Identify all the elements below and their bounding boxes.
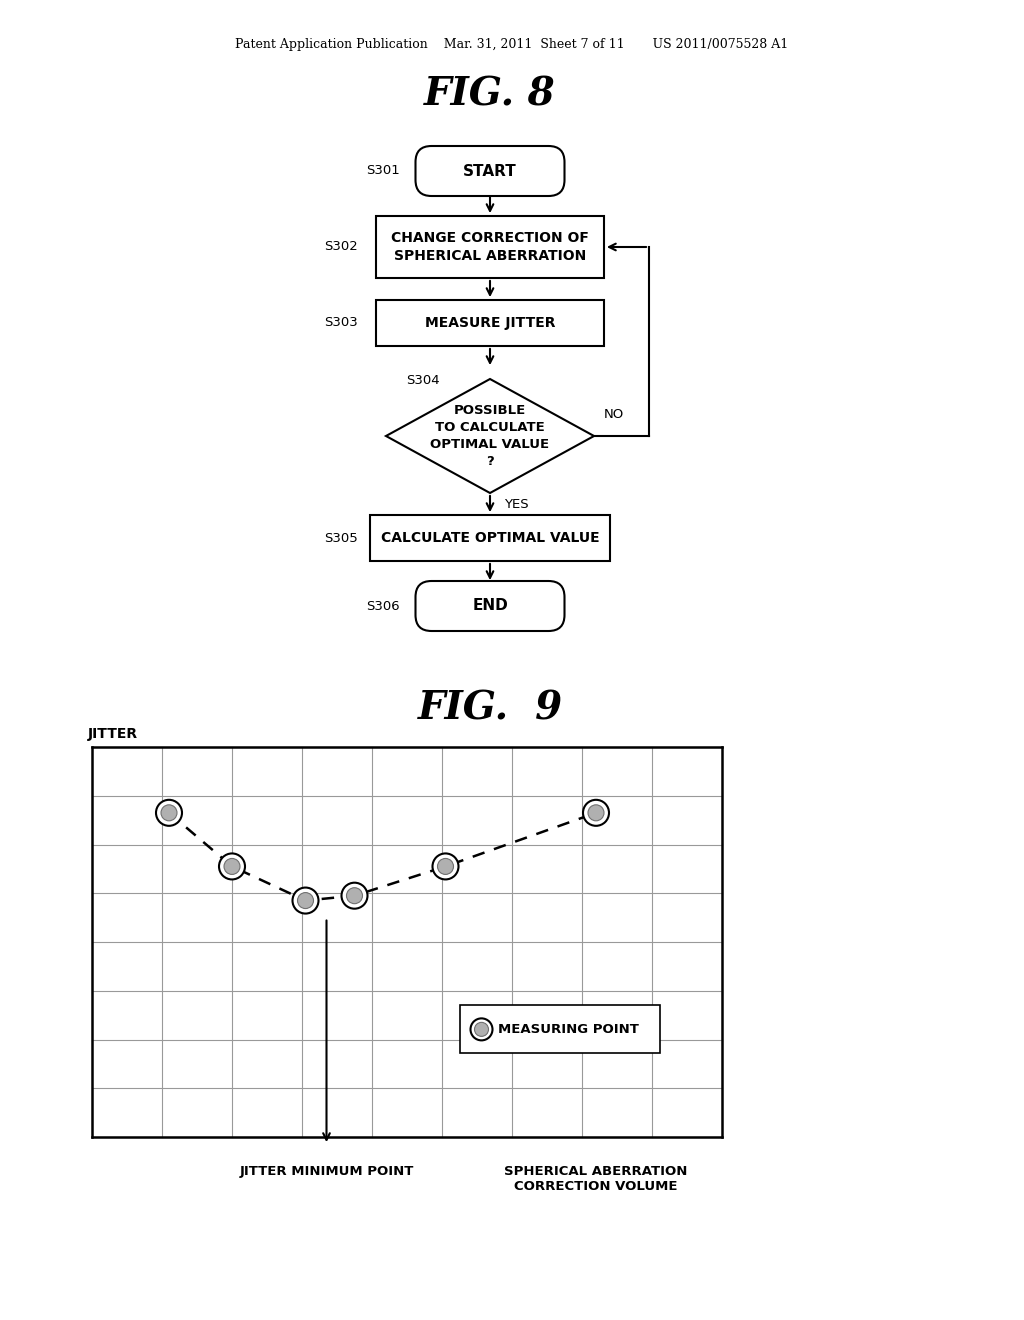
Polygon shape [386, 379, 594, 492]
Circle shape [432, 854, 459, 879]
Text: YES: YES [504, 498, 528, 511]
FancyBboxPatch shape [416, 147, 564, 195]
Text: NO: NO [604, 408, 625, 421]
Text: SPHERICAL ABERRATION
CORRECTION VOLUME: SPHERICAL ABERRATION CORRECTION VOLUME [504, 1166, 688, 1193]
Text: CHANGE CORRECTION OF
SPHERICAL ABERRATION: CHANGE CORRECTION OF SPHERICAL ABERRATIO… [391, 231, 589, 263]
Circle shape [346, 887, 362, 904]
Bar [460, 1006, 659, 1053]
Text: MEASURING POINT: MEASURING POINT [499, 1023, 639, 1036]
Circle shape [474, 1023, 488, 1036]
Text: S301: S301 [366, 165, 399, 177]
Text: S305: S305 [325, 532, 358, 544]
Circle shape [298, 892, 313, 908]
Circle shape [161, 805, 177, 821]
Bar [376, 216, 604, 279]
Circle shape [588, 805, 604, 821]
Text: S303: S303 [325, 317, 358, 330]
Bar [370, 515, 610, 561]
Circle shape [470, 1018, 493, 1040]
Text: S304: S304 [407, 374, 440, 387]
Circle shape [156, 800, 182, 826]
Text: START: START [463, 164, 517, 178]
Text: FIG.  9: FIG. 9 [418, 689, 562, 727]
Circle shape [341, 883, 368, 908]
Text: FIG. 8: FIG. 8 [424, 75, 556, 114]
Bar [376, 300, 604, 346]
Text: S302: S302 [325, 240, 358, 253]
Circle shape [224, 858, 240, 874]
Text: MEASURE JITTER: MEASURE JITTER [425, 315, 555, 330]
Text: JITTER MINIMUM POINT: JITTER MINIMUM POINT [240, 1166, 414, 1177]
Text: JITTER: JITTER [88, 727, 138, 741]
Text: END: END [472, 598, 508, 614]
Circle shape [293, 887, 318, 913]
FancyBboxPatch shape [416, 581, 564, 631]
Circle shape [219, 854, 245, 879]
Text: CALCULATE OPTIMAL VALUE: CALCULATE OPTIMAL VALUE [381, 531, 599, 545]
Circle shape [437, 858, 454, 874]
Circle shape [583, 800, 609, 826]
Text: Patent Application Publication    Mar. 31, 2011  Sheet 7 of 11       US 2011/007: Patent Application Publication Mar. 31, … [236, 38, 788, 51]
Text: POSSIBLE
TO CALCULATE
OPTIMAL VALUE
?: POSSIBLE TO CALCULATE OPTIMAL VALUE ? [430, 404, 550, 469]
Text: S306: S306 [366, 599, 399, 612]
